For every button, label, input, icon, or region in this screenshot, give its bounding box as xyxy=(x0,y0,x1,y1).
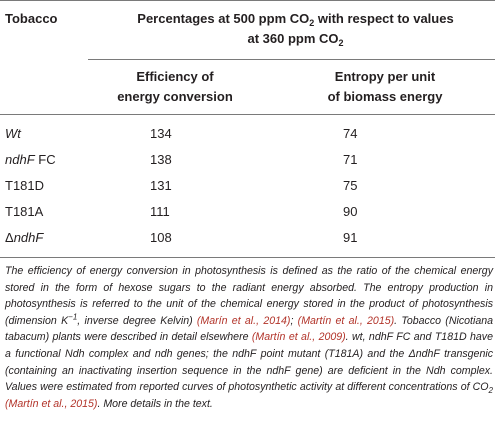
table-row: ΔndhF 108 91 xyxy=(0,226,495,250)
row-entropy: 91 xyxy=(343,230,358,245)
header-entropy: Entropy per unit of biomass energy xyxy=(305,67,465,107)
row-efficiency: 108 xyxy=(150,230,172,245)
row-label: Wt xyxy=(5,126,21,141)
bottom-rule xyxy=(0,257,495,258)
row-efficiency: 111 xyxy=(150,204,170,219)
header-group-line1-sub: 2 xyxy=(309,18,315,28)
reference-link[interactable]: (Martín et al., 2015) xyxy=(297,314,395,327)
row-entropy: 74 xyxy=(343,126,358,141)
row-label: ndhF FC xyxy=(5,152,56,167)
row-efficiency: 138 xyxy=(150,152,172,167)
header-efficiency-line1: Efficiency of xyxy=(136,69,214,84)
reference-link[interactable]: (Martín et al., 2015) xyxy=(5,397,98,410)
header-group: Percentages at 500 ppm CO2 with respect … xyxy=(96,9,495,49)
row-entropy: 71 xyxy=(343,152,358,167)
header-entropy-line2: of biomass energy xyxy=(327,89,443,104)
header-group-line1-tail: with respect to values xyxy=(314,11,454,26)
header-efficiency: Efficiency of energy conversion xyxy=(110,67,240,107)
top-rule xyxy=(0,0,495,1)
header-group-line2-sub: 2 xyxy=(338,38,344,48)
header-group-line1: Percentages at 500 ppm CO xyxy=(137,11,310,26)
header-entropy-line1: Entropy per unit xyxy=(334,69,436,84)
row-efficiency: 131 xyxy=(150,178,172,193)
row-label: T181D xyxy=(5,178,45,193)
table-row: T181D 131 75 xyxy=(0,174,495,198)
table-row: Wt 134 74 xyxy=(0,122,495,146)
group-rule xyxy=(88,59,495,60)
table-caption: The efficiency of energy conversion in p… xyxy=(5,265,494,410)
reference-link[interactable]: (Martín et al., 2009) xyxy=(251,331,346,344)
row-entropy: 90 xyxy=(343,204,358,219)
header-group-line2: at 360 ppm CO xyxy=(247,31,339,46)
table-row: ndhF FC 138 71 xyxy=(0,148,495,172)
row-entropy: 75 xyxy=(343,178,358,193)
header-efficiency-line2: energy conversion xyxy=(117,89,233,104)
header-tobacco: Tobacco xyxy=(5,11,58,26)
row-efficiency: 134 xyxy=(150,126,172,141)
table-row: T181A 111 90 xyxy=(0,200,495,224)
header-rule xyxy=(0,114,495,115)
row-label: T181A xyxy=(5,204,44,219)
row-label: ΔndhF xyxy=(5,230,44,245)
reference-link[interactable]: (Marín et al., 2014) xyxy=(196,314,291,327)
